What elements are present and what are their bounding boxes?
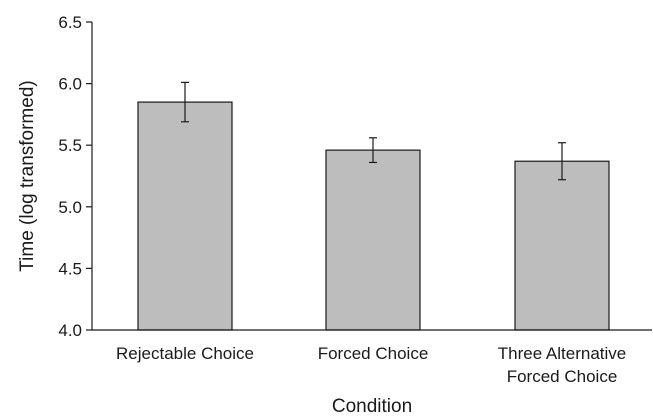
y-tick-label: 4.0 <box>58 321 82 340</box>
bars-group <box>137 101 610 331</box>
x-category-label: Forced Choice <box>507 367 618 386</box>
bar <box>514 160 610 331</box>
x-category-label: Forced Choice <box>318 344 429 363</box>
y-tick-label: 5.5 <box>58 136 82 155</box>
bar <box>137 101 233 331</box>
y-tick-label: 6.0 <box>58 75 82 94</box>
y-ticks-group: 4.0 4.5 5.0 5.5 6.0 6.5 <box>58 13 92 340</box>
bar <box>325 149 421 331</box>
y-tick-label: 5.0 <box>58 198 82 217</box>
x-axis-title: Condition <box>332 396 412 417</box>
y-tick-label: 6.5 <box>58 13 82 32</box>
x-labels-group: Rejectable Choice Forced Choice Three Alte… <box>116 344 626 386</box>
error-bars-group <box>181 81 566 181</box>
y-axis-title: Time (log transformed) <box>17 80 38 271</box>
x-category-label: Rejectable Choice <box>116 344 254 363</box>
x-category-label: Three Alternative <box>498 344 627 363</box>
y-tick-label: 4.5 <box>58 259 82 278</box>
